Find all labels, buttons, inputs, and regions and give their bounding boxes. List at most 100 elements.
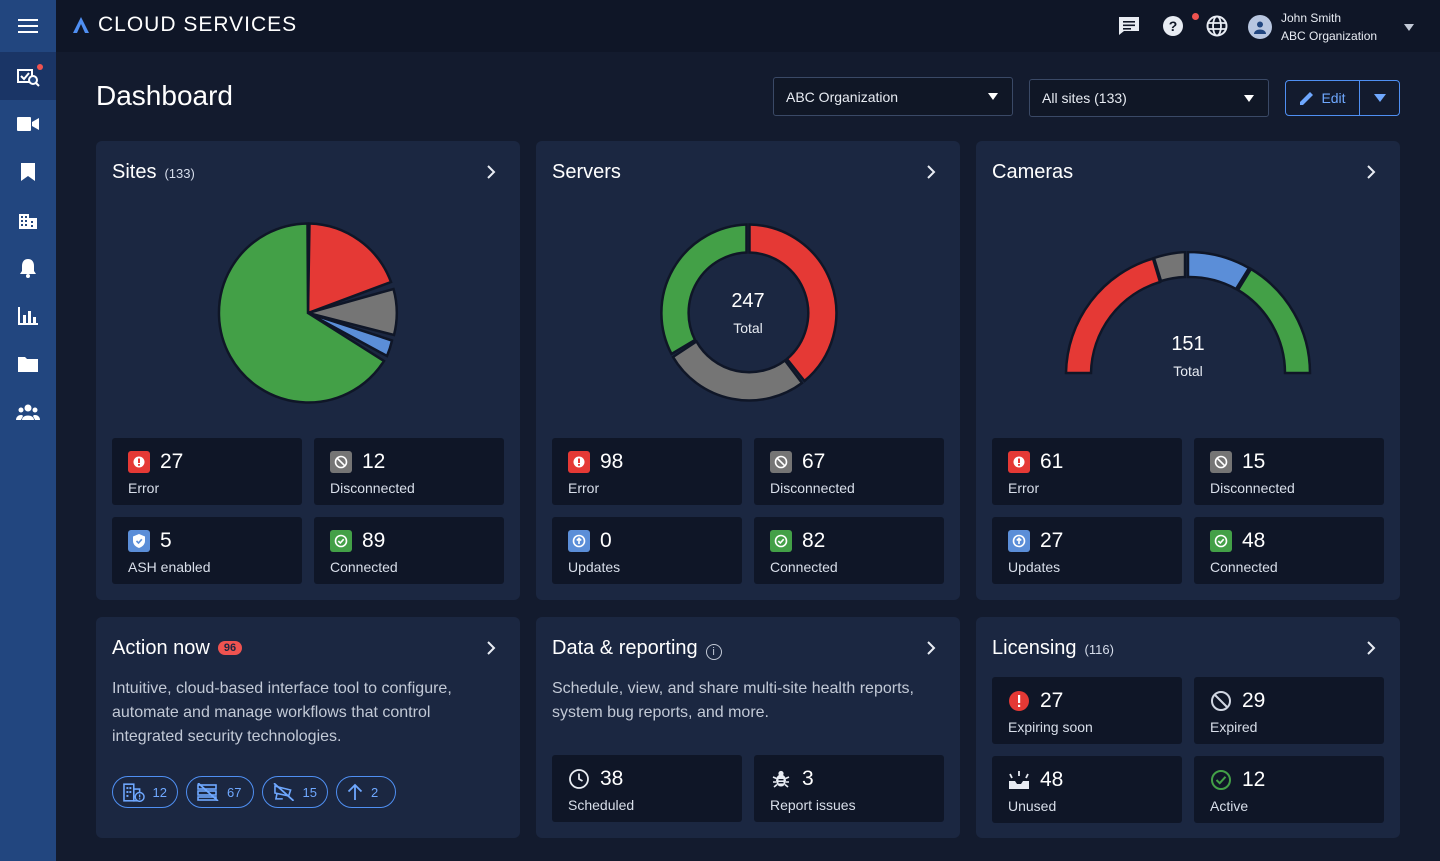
stat-value: 5	[160, 529, 172, 552]
chart-icon	[18, 307, 38, 325]
sidebar	[0, 0, 56, 861]
stat-label: Connected	[330, 559, 398, 575]
cameras-gauge-chart	[1064, 251, 1312, 375]
cameras-updates-stat[interactable]: 27 Updates	[992, 517, 1182, 584]
active-stat[interactable]: 12 Active	[1194, 756, 1384, 823]
page-title: Dashboard	[96, 80, 233, 111]
donut-segment-disconnected	[671, 339, 804, 402]
action-now-card: Action now 96 Intuitive, cloud-based int…	[96, 617, 520, 838]
error-icon	[568, 451, 590, 473]
cameras-disconnected-stat[interactable]: 15 Disconnected	[1194, 438, 1384, 505]
sites-ash-stat[interactable]: 5 ASH enabled	[112, 517, 302, 584]
error-icon	[1008, 690, 1030, 712]
edit-dropdown-button[interactable]	[1360, 81, 1399, 115]
servers-error-stat[interactable]: 98 Error	[552, 438, 742, 505]
user-menu[interactable]: John Smith ABC Organization	[1248, 9, 1415, 45]
stat-value: 89	[362, 529, 386, 552]
sidebar-item-health[interactable]	[0, 52, 56, 100]
check-circle-icon	[1210, 769, 1232, 791]
sidebar-item-alerts[interactable]	[0, 244, 56, 292]
health-icon	[17, 69, 40, 87]
servers-updates-stat[interactable]: 0 Updates	[552, 517, 742, 584]
edit-button-group: Edit	[1285, 80, 1400, 116]
cameras-card: Cameras 151 Total 61 Error 15 Disconnect…	[976, 141, 1400, 600]
cameras-offline-pill[interactable]: 15	[262, 776, 328, 808]
sidebar-item-bookmark[interactable]	[0, 148, 56, 196]
servers-connected-stat[interactable]: 82 Connected	[754, 517, 944, 584]
gauge-segment-updates	[1186, 251, 1251, 291]
action-count-badge: 96	[217, 641, 243, 655]
brand[interactable]: CLOUD SERVICES	[72, 13, 297, 37]
building-icon	[19, 214, 37, 229]
servers-title: Servers	[552, 161, 621, 184]
video-icon	[17, 117, 39, 131]
data-reporting-card: Data & reporting i Schedule, view, and s…	[536, 617, 960, 838]
sidebar-item-files[interactable]	[0, 340, 56, 388]
stat-value: 3	[802, 767, 814, 790]
chevron-down-icon	[1244, 95, 1254, 102]
sites-error-pill[interactable]: 12	[112, 776, 178, 808]
info-icon[interactable]: i	[705, 644, 722, 660]
sites-connected-stat[interactable]: 89 Connected	[314, 517, 504, 584]
bell-icon	[20, 258, 36, 278]
globe-icon[interactable]	[1205, 14, 1229, 38]
pill-value: 2	[371, 784, 379, 800]
servers-disconnected-stat[interactable]: 67 Disconnected	[754, 438, 944, 505]
edit-button[interactable]: Edit	[1286, 81, 1360, 115]
stat-label: Error	[128, 480, 160, 496]
update-icon	[568, 530, 590, 552]
sites-select[interactable]: All sites (133)	[1029, 79, 1269, 117]
cameras-error-stat[interactable]: 61 Error	[992, 438, 1182, 505]
sites-error-stat[interactable]: 27 Error	[112, 438, 302, 505]
camera-off-icon	[273, 783, 295, 801]
error-icon	[1008, 451, 1030, 473]
sidebar-item-video[interactable]	[0, 100, 56, 148]
servers-offline-pill[interactable]: 67	[186, 776, 254, 808]
stat-label: Disconnected	[1210, 480, 1295, 496]
blocked-icon	[770, 451, 792, 473]
sidebar-item-sites[interactable]	[0, 196, 56, 244]
sites-title-text: Sites	[112, 161, 157, 183]
sites-select-value: All sites (133)	[1042, 90, 1127, 106]
avatar	[1248, 15, 1272, 39]
stat-label: Updates	[1008, 559, 1061, 575]
servers-total-label: Total	[733, 320, 763, 336]
stat-label: Disconnected	[770, 480, 855, 496]
menu-icon[interactable]	[0, 2, 56, 50]
chevron-down-icon	[988, 93, 998, 100]
stat-label: Expiring soon	[1008, 719, 1093, 735]
licensing-title-text: Licensing	[992, 637, 1077, 659]
shield-icon	[128, 530, 150, 552]
chat-icon[interactable]	[1117, 14, 1141, 38]
report-issues-stat[interactable]: 3 Report issues	[754, 755, 944, 822]
servers-total-value: 247	[731, 290, 765, 312]
pill-value: 12	[152, 784, 167, 800]
organization-select[interactable]: ABC Organization	[773, 77, 1013, 116]
updates-pill[interactable]: 2	[336, 776, 396, 808]
stat-label: Disconnected	[330, 480, 415, 496]
chevron-right-icon[interactable]	[486, 165, 496, 179]
servers-title-text: Servers	[552, 161, 621, 183]
server-off-icon	[197, 783, 219, 801]
scheduled-reports-stat[interactable]: 38 Scheduled	[552, 755, 742, 822]
chevron-right-icon[interactable]	[486, 641, 496, 655]
chevron-right-icon[interactable]	[1366, 641, 1376, 655]
expired-stat[interactable]: 29 Expired	[1194, 677, 1384, 744]
chevron-right-icon[interactable]	[926, 165, 936, 179]
help-icon[interactable]: ?	[1161, 14, 1185, 38]
stat-value: 98	[600, 450, 624, 473]
stat-value: 27	[1040, 689, 1064, 712]
stat-label: Active	[1210, 798, 1249, 814]
stat-value: 29	[1242, 689, 1266, 712]
chevron-right-icon[interactable]	[1366, 165, 1376, 179]
sidebar-item-users[interactable]	[0, 388, 56, 436]
chevron-right-icon[interactable]	[926, 641, 936, 655]
cameras-total-label: Total	[1173, 363, 1203, 379]
unused-stat[interactable]: 48 Unused	[992, 756, 1182, 823]
check-icon	[1210, 530, 1232, 552]
bug-icon	[770, 768, 792, 790]
expiring-soon-stat[interactable]: 27 Expiring soon	[992, 677, 1182, 744]
cameras-connected-stat[interactable]: 48 Connected	[1194, 517, 1384, 584]
sidebar-item-reports[interactable]	[0, 292, 56, 340]
sites-disconnected-stat[interactable]: 12 Disconnected	[314, 438, 504, 505]
